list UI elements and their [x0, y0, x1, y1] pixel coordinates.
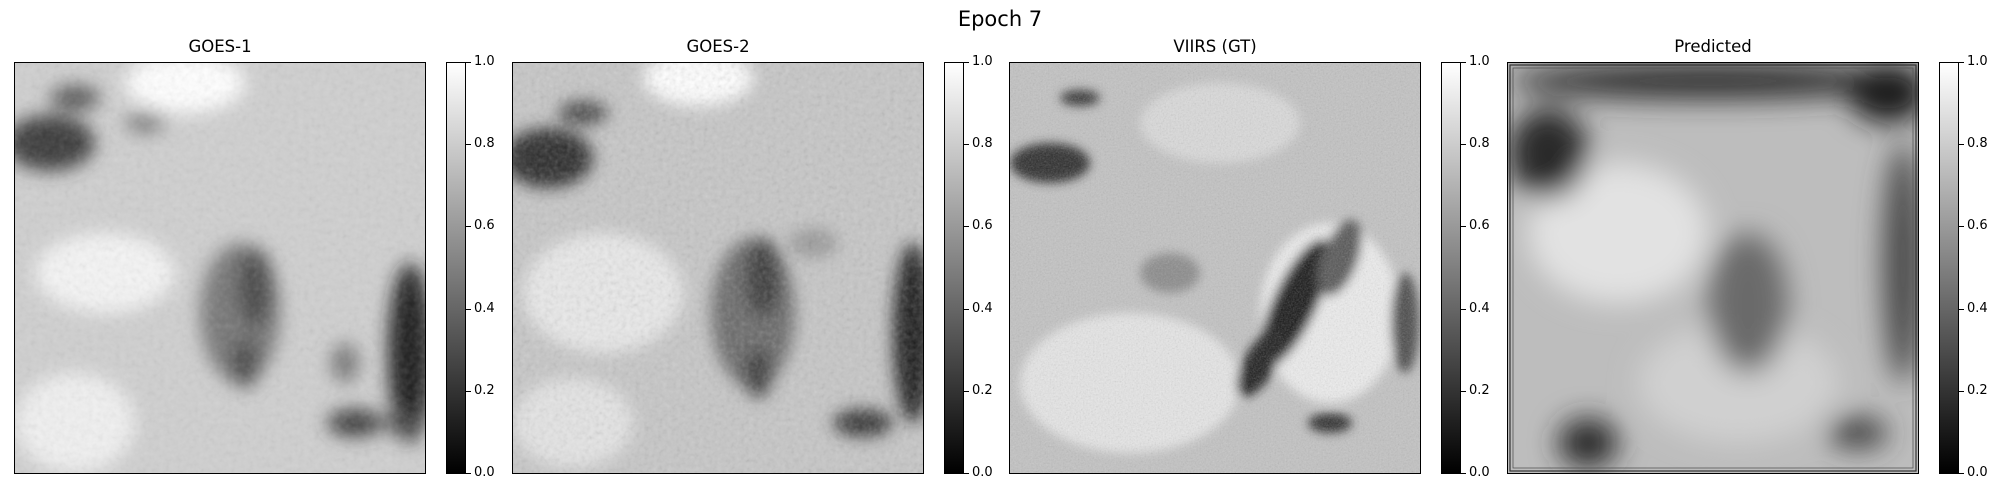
- colorbar-tick-label: 0.8: [1967, 136, 1988, 151]
- panel-goes-2: GOES-2 0.0 0: [498, 36, 993, 486]
- colorbar-tick: [1959, 309, 1964, 310]
- colorbar-tick-label: 0.0: [1469, 465, 1490, 480]
- colorbar-tick-label: 1.0: [1967, 54, 1988, 69]
- panel-title: GOES-2: [686, 37, 750, 56]
- colorbar-tick: [466, 226, 471, 227]
- colorbar-tick-label: 0.0: [474, 465, 495, 480]
- colorbar-tick: [964, 226, 969, 227]
- colorbar-tick-label: 0.4: [474, 301, 495, 316]
- colorbar-tick-label: 0.6: [1469, 218, 1490, 233]
- colorbar-tick-label: 0.6: [1967, 218, 1988, 233]
- colorbar-tick: [964, 144, 969, 145]
- colorbar-tick-label: 0.8: [1469, 136, 1490, 151]
- predicted-image: [1507, 62, 1919, 474]
- panel-predicted: Predicted 0.0 0.2 0.4: [1493, 36, 1988, 486]
- colorbar-tick-label: 1.0: [474, 54, 495, 69]
- colorbar-tick: [466, 391, 471, 392]
- colorbar-tick-label: 0.2: [972, 383, 993, 398]
- goes-2-image: [512, 62, 924, 474]
- colorbar-tick-label: 1.0: [1469, 54, 1490, 69]
- colorbar-tick: [1959, 144, 1964, 145]
- colorbar-tick: [466, 309, 471, 310]
- colorbar-tick-label: 0.2: [1469, 383, 1490, 398]
- colorbar-tick: [1959, 62, 1964, 63]
- colorbar-tick-label: 0.0: [972, 465, 993, 480]
- colorbar-tick: [1461, 391, 1466, 392]
- colorbar: [1441, 62, 1461, 474]
- panel-goes-1: GOES-1: [0, 36, 495, 486]
- colorbar-tick-label: 1.0: [972, 54, 993, 69]
- colorbar: [1939, 62, 1959, 474]
- colorbar-tick: [1461, 226, 1466, 227]
- colorbar-tick: [1461, 473, 1466, 474]
- colorbar: [944, 62, 964, 474]
- goes-1-image: [14, 62, 426, 474]
- colorbar-tick: [964, 473, 969, 474]
- colorbar-tick-label: 0.4: [972, 301, 993, 316]
- colorbar-tick: [1461, 309, 1466, 310]
- colorbar-tick-label: 0.6: [972, 218, 993, 233]
- colorbar-tick: [1461, 62, 1466, 63]
- colorbar-tick: [466, 144, 471, 145]
- panel-title: Predicted: [1674, 37, 1752, 56]
- figure-title: Epoch 7: [957, 7, 1043, 31]
- colorbar-tick: [964, 391, 969, 392]
- panel-title: GOES-1: [188, 37, 252, 56]
- colorbar-tick: [1959, 473, 1964, 474]
- colorbar-tick-label: 0.2: [474, 383, 495, 398]
- panel-title: VIIRS (GT): [1173, 37, 1257, 56]
- colorbar-tick-label: 0.6: [474, 218, 495, 233]
- colorbar-tick-label: 0.8: [972, 136, 993, 151]
- colorbar-tick: [964, 309, 969, 310]
- colorbar-tick-label: 0.8: [474, 136, 495, 151]
- viirs-image: [1009, 62, 1421, 474]
- panel-viirs: VIIRS (GT) 0.0: [995, 36, 1490, 486]
- colorbar-tick: [466, 473, 471, 474]
- colorbar-tick: [1461, 144, 1466, 145]
- colorbar-tick: [964, 62, 969, 63]
- colorbar-tick: [466, 62, 471, 63]
- colorbar-tick: [1959, 391, 1964, 392]
- colorbar: [446, 62, 466, 474]
- colorbar-tick-label: 0.0: [1967, 465, 1988, 480]
- colorbar-tick-label: 0.4: [1967, 301, 1988, 316]
- colorbar-tick-label: 0.2: [1967, 383, 1988, 398]
- colorbar-tick-label: 0.4: [1469, 301, 1490, 316]
- colorbar-tick: [1959, 226, 1964, 227]
